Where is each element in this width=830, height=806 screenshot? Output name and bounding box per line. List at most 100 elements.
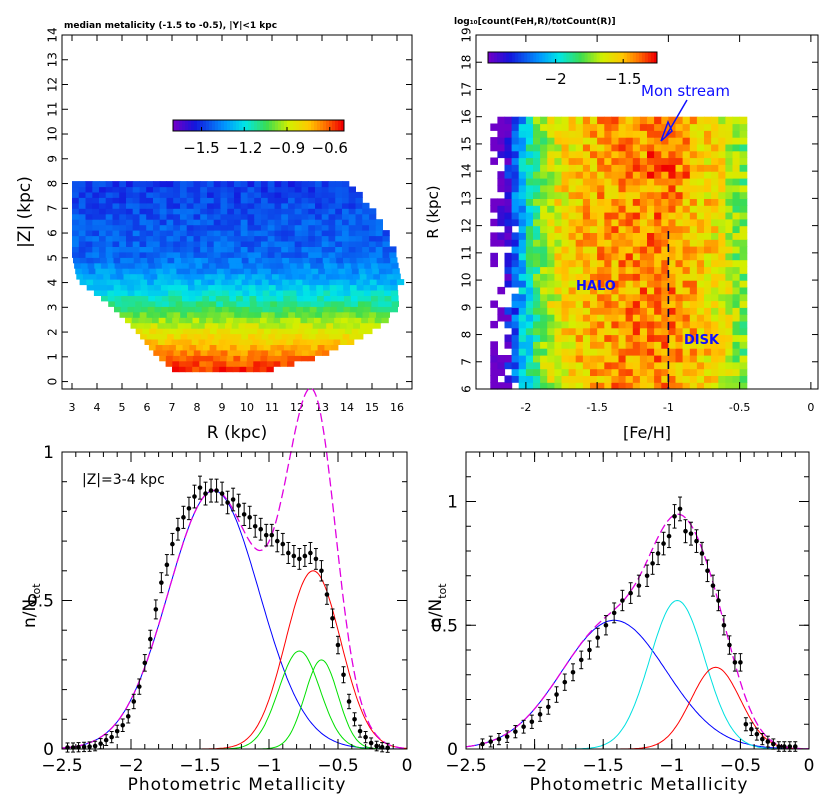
heatmap-cell xyxy=(718,280,726,288)
heatmap-cell xyxy=(711,123,719,131)
heatmap-cell xyxy=(328,197,336,204)
heatmap-cell xyxy=(732,266,741,274)
heatmap-cell xyxy=(233,360,241,367)
heatmap-cell xyxy=(233,317,241,324)
heatmap-cell xyxy=(148,295,156,302)
heatmap-cell xyxy=(554,286,563,295)
heatmap-cell xyxy=(575,320,584,329)
heatmap-cell xyxy=(547,225,555,233)
heatmap-cell xyxy=(618,171,627,179)
heatmap-cell xyxy=(270,328,278,335)
heatmap-cell xyxy=(248,257,256,264)
heatmap-cell xyxy=(369,311,377,318)
heatmap-cell xyxy=(647,375,655,383)
heatmap-cell xyxy=(207,251,215,258)
heatmap-cell xyxy=(390,290,399,296)
heatmap-cell xyxy=(540,293,548,302)
heatmap-cell xyxy=(376,257,384,264)
heatmap-cell xyxy=(92,219,100,226)
heatmap-cell xyxy=(261,224,269,231)
heatmap-cell xyxy=(597,273,605,281)
heatmap-cell xyxy=(518,314,527,322)
heatmap-cell xyxy=(186,213,194,220)
heatmap-cell xyxy=(504,184,513,193)
heatmap-cell xyxy=(321,213,329,220)
heatmap-cell xyxy=(739,355,748,363)
colorbar-segment xyxy=(602,52,607,63)
heatmap-cell xyxy=(342,219,350,226)
heatmap-cell xyxy=(518,116,527,125)
heatmap-cell xyxy=(198,322,206,329)
heatmap-cell xyxy=(547,355,555,363)
heatmap-cell xyxy=(155,300,163,307)
heatmap-cell xyxy=(533,286,541,295)
heatmap-cell xyxy=(533,259,541,268)
colorbar-segment xyxy=(629,52,634,63)
heatmap-cell xyxy=(533,232,541,240)
heatmap-cell xyxy=(213,224,221,231)
heatmap-cell xyxy=(504,164,513,172)
heatmap-cell xyxy=(554,198,563,206)
heatmap-cell xyxy=(575,212,584,220)
heatmap-cell xyxy=(284,268,292,275)
heatmap-cell xyxy=(146,191,154,198)
heatmap-cell xyxy=(171,322,179,329)
heatmap-cell xyxy=(240,202,248,209)
heatmap-cell xyxy=(718,178,726,186)
heatmap-cell xyxy=(561,218,570,227)
heatmap-cell xyxy=(174,279,182,286)
heatmap-cell xyxy=(575,225,584,233)
heatmap-cell xyxy=(689,171,698,179)
heatmap-cell xyxy=(335,246,343,253)
heatmap-cell xyxy=(547,205,555,213)
heatmap-cell xyxy=(704,300,712,308)
heatmap-cell xyxy=(654,320,662,329)
heatmap-cell xyxy=(170,273,179,280)
heatmap-cell xyxy=(268,311,276,318)
heatmap-cell xyxy=(725,286,734,295)
heatmap-cell xyxy=(241,349,249,356)
heatmap-cell xyxy=(72,246,80,253)
heatmap-cell xyxy=(540,130,548,138)
heatmap-cell xyxy=(568,300,577,308)
heatmap-cell xyxy=(369,208,377,215)
heatmap-cell xyxy=(732,218,741,227)
heatmap-cell xyxy=(126,213,134,220)
heatmap-cell xyxy=(159,186,167,193)
heatmap-cell xyxy=(704,164,712,172)
heatmap-cell xyxy=(568,355,577,363)
heatmap-cell xyxy=(611,286,620,295)
heatmap-cell xyxy=(639,164,648,172)
heatmap-cell xyxy=(518,348,527,356)
heatmap-cell xyxy=(675,178,684,186)
heatmap-cell xyxy=(647,164,655,172)
heatmap-cell xyxy=(179,360,187,367)
heatmap-cell xyxy=(654,157,662,165)
heatmap-cell xyxy=(294,230,302,237)
heatmap-cell xyxy=(611,198,620,206)
heatmap-cell xyxy=(568,307,577,315)
heatmap-cell xyxy=(256,300,264,307)
heatmap-cell xyxy=(575,280,584,288)
panel2-heatmap-cells xyxy=(490,116,748,390)
heatmap-cell xyxy=(647,130,655,138)
heatmap-cell xyxy=(525,150,534,159)
heatmap-cell xyxy=(140,257,148,264)
data-point xyxy=(274,538,280,544)
colorbar-segment xyxy=(512,52,516,63)
heatmap-cell xyxy=(718,382,726,390)
heatmap-cell xyxy=(611,334,620,342)
heatmap-cell xyxy=(689,212,698,220)
heatmap-cell xyxy=(618,191,627,199)
heatmap-cell xyxy=(704,205,712,213)
heatmap-cell xyxy=(295,311,303,318)
heatmap-cell xyxy=(281,213,289,220)
heatmap-cell xyxy=(116,273,125,280)
heatmap-cell xyxy=(718,293,726,302)
heatmap-cell xyxy=(696,293,705,302)
heatmap-cell xyxy=(139,208,147,215)
heatmap-cell xyxy=(732,314,741,322)
heatmap-cell xyxy=(718,355,726,363)
heatmap-cell xyxy=(107,262,116,269)
heatmap-cell xyxy=(689,266,698,274)
